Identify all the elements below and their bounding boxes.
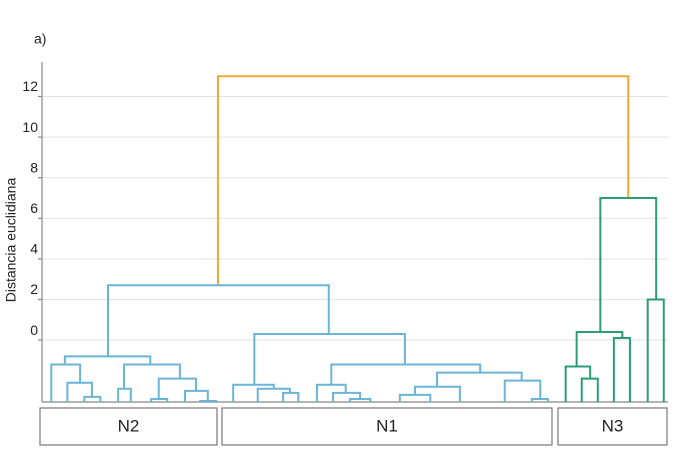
dendrogram-link <box>117 387 132 402</box>
y-tick-label: 4 <box>30 241 38 257</box>
group-box <box>39 407 218 446</box>
dendrogram-link <box>612 337 631 402</box>
y-axis-label: Distancia euclidiana <box>3 178 19 303</box>
y-tick-label: 8 <box>30 159 38 175</box>
dendrogram-link <box>332 391 362 402</box>
group-box <box>221 407 553 446</box>
dendrogram-link <box>282 391 300 402</box>
dendrogram-link <box>66 381 93 402</box>
dendrogram-link <box>530 397 549 402</box>
dendrogram-link <box>63 355 152 365</box>
dendrogram-link <box>503 379 542 402</box>
dendrogram-link <box>50 363 82 402</box>
y-tick-label: 2 <box>30 281 38 297</box>
dendrogram-link <box>183 389 209 402</box>
dendrogram-link <box>157 377 197 399</box>
y-tick-label: 10 <box>22 119 38 135</box>
dendrogram-link <box>123 363 181 389</box>
y-tick-label: 0 <box>30 322 38 338</box>
dendrogram-link <box>348 397 372 402</box>
y-tick-label: 12 <box>22 78 38 94</box>
group-box <box>557 407 668 446</box>
group-label: N1 <box>376 416 398 435</box>
group-label: N2 <box>118 416 140 435</box>
dendrogram-link <box>256 387 291 402</box>
dendrogram-link <box>216 75 630 286</box>
dendrogram-link <box>232 383 275 402</box>
panel-label: a) <box>34 31 46 47</box>
dendrogram-link <box>83 395 102 402</box>
dendrogram-link <box>315 383 347 402</box>
group-label: N3 <box>602 416 624 435</box>
dendrogram-link <box>646 298 665 402</box>
dendrogram-link <box>575 330 624 367</box>
dendrogram-link <box>330 363 482 385</box>
dendrogram-link <box>199 399 218 402</box>
dendrogram-link <box>564 365 592 402</box>
dendrogram-link <box>436 371 523 387</box>
dendrogram-link <box>106 284 330 357</box>
dendrogram-link <box>398 393 432 402</box>
dendrogram-link <box>150 397 169 402</box>
dendrogram-link <box>253 333 406 385</box>
dendrogram-link <box>599 197 658 332</box>
y-tick-label: 6 <box>30 200 38 216</box>
dendrogram-link <box>580 377 599 402</box>
dendrogram-link <box>414 385 461 402</box>
